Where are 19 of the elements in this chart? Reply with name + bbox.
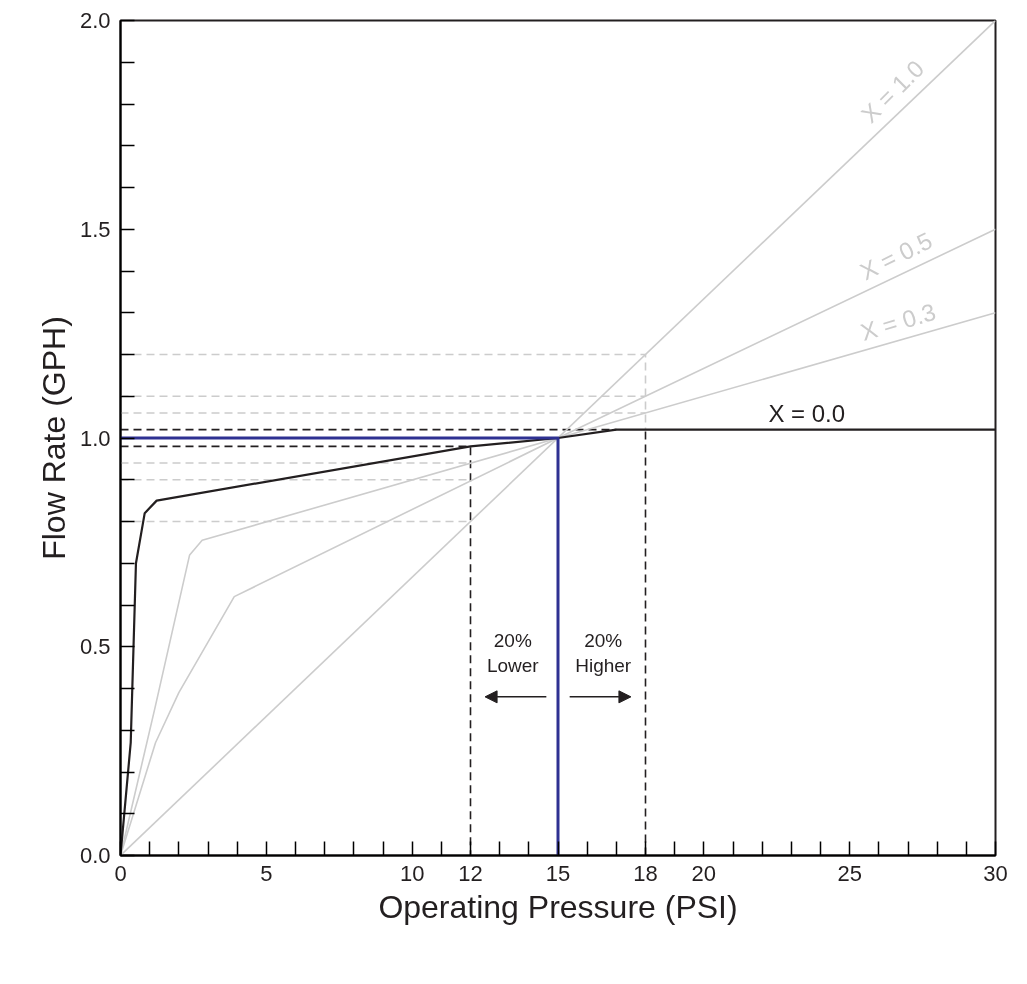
annotation: 20% Higher: [575, 629, 632, 676]
y-tick-label: 0.0: [79, 843, 111, 868]
x-tick-label: 20: [691, 860, 717, 886]
x-tick-label: 25: [837, 860, 862, 886]
x-tick-label: 12: [458, 860, 483, 886]
x-tick-label: 30: [983, 860, 1008, 886]
x-tick-label: 18: [633, 860, 658, 886]
x-tick-label: 5: [260, 860, 273, 886]
x-tick-label: 10: [399, 860, 425, 886]
series-label: X = 0.0: [768, 399, 846, 427]
x-axis-title: Operating Pressure (PSI): [378, 888, 738, 925]
x-tick-label: 0: [114, 860, 127, 886]
y-tick-label: 1.0: [79, 425, 111, 451]
x-tick-label: 15: [545, 860, 571, 886]
y-tick-label: 2.0: [79, 8, 111, 33]
y-axis-title: Flow Rate (GPH): [35, 316, 72, 560]
y-tick-label: 1.5: [79, 216, 111, 242]
annotation: 20% Lower: [486, 629, 540, 676]
y-tick-label: 0.5: [79, 634, 111, 660]
